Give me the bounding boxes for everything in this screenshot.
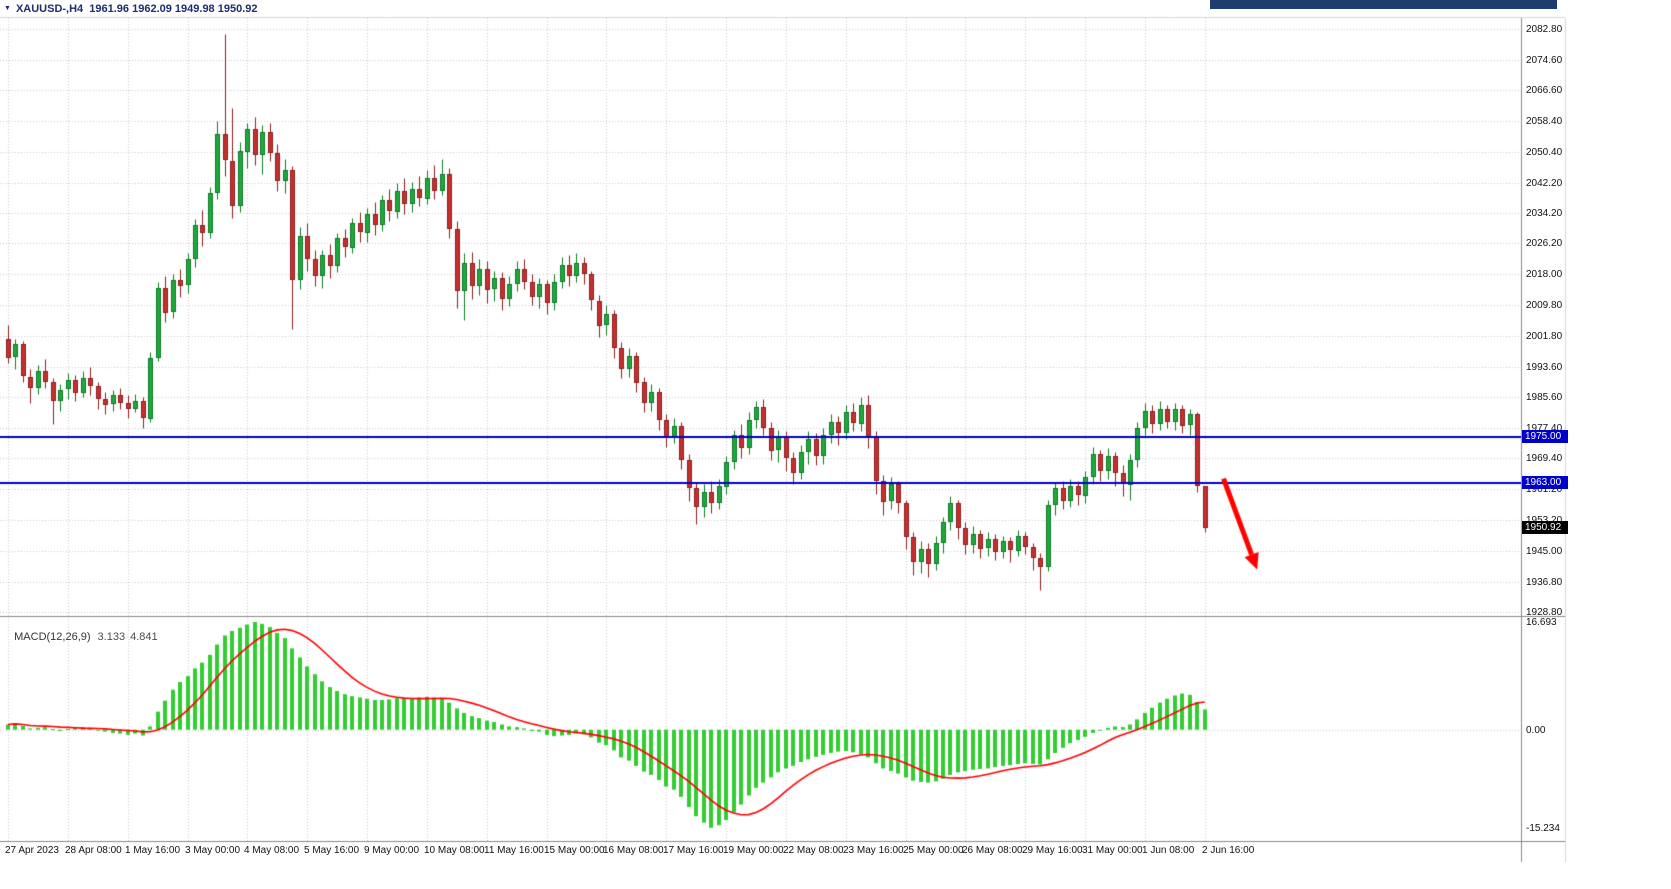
time-axis-label: 11 May 16:00 [484, 845, 544, 856]
price-tick-label: 2066.60 [1526, 85, 1563, 96]
price-tick-label: 2050.40 [1526, 147, 1563, 158]
price-tick-label: 1969.40 [1526, 453, 1563, 464]
time-axis-label: 27 Apr 2023 [5, 845, 59, 856]
price-tick-label: 1945.00 [1526, 546, 1563, 557]
time-axis-label: 17 May 16:00 [663, 845, 724, 856]
price-tick-label: 1985.60 [1526, 392, 1563, 403]
price-tick-label: 1977.40 [1526, 423, 1563, 434]
time-axis-label: 3 May 00:00 [185, 845, 241, 856]
time-axis-label: 10 May 08:00 [424, 845, 485, 856]
macd-name: MACD(12,26,9) [14, 631, 91, 643]
price-tick-label: 2001.80 [1526, 331, 1563, 342]
price-tick-label: 2026.20 [1526, 238, 1563, 249]
price-tick-label: 1928.80 [1526, 607, 1563, 618]
window-title-strip [1210, 0, 1557, 9]
price-tick-label: 2018.00 [1526, 269, 1563, 280]
macd-tick-label: 0.00 [1526, 725, 1546, 736]
time-axis-label: 9 May 00:00 [364, 845, 420, 856]
price-tick-label: 2009.80 [1526, 300, 1563, 311]
price-tick-label: 1993.60 [1526, 362, 1563, 373]
price-tick-label: 1953.20 [1526, 515, 1562, 526]
symbol-dropdown-icon[interactable]: ▼ [4, 5, 11, 12]
time-axis-label: 15 May 00:00 [544, 845, 605, 856]
time-axis-label: 22 May 08:00 [783, 845, 844, 856]
price-tick-label: 2082.80 [1526, 24, 1563, 35]
macd-main-value: 3.133 [97, 631, 126, 643]
time-axis-label: 1 Jun 08:00 [1142, 845, 1195, 856]
time-axis-label: 19 May 00:00 [723, 845, 784, 856]
time-axis-label: 31 May 00:00 [1082, 845, 1143, 856]
quote-bar: ▼ XAUUSD-,H4 1961.96 1962.09 1949.98 195… [4, 3, 258, 15]
macd-indicator-label: MACD(12,26,9) 3.133 4.841 [8, 619, 158, 643]
time-axis-label: 5 May 16:00 [304, 845, 360, 856]
time-axis-label: 28 Apr 08:00 [65, 845, 122, 856]
hline-price-badge-upper: 1975.00 [1522, 430, 1568, 443]
time-axis-label: 1 May 16:00 [125, 845, 181, 856]
macd-tick-label: -15.234 [1526, 823, 1560, 834]
price-tick-label: 1936.80 [1526, 577, 1563, 588]
macd-tick-label: 16.693 [1526, 617, 1557, 628]
price-tick-label: 2034.20 [1526, 208, 1563, 219]
symbol-ohlc-text: XAUUSD-,H4 1961.96 1962.09 1949.98 1950.… [15, 3, 258, 15]
time-axis-label: 2 Jun 16:00 [1202, 845, 1255, 856]
current-price-badge: 1950.92 [1522, 521, 1568, 534]
time-axis-label: 26 May 08:00 [962, 845, 1023, 856]
time-axis-label: 4 May 08:00 [244, 845, 300, 856]
time-axis-label: 25 May 00:00 [903, 845, 964, 856]
price-tick-label: 2074.60 [1526, 55, 1563, 66]
macd-signal-value: 4.841 [130, 631, 158, 643]
time-axis-label: 23 May 16:00 [843, 845, 904, 856]
price-tick-label: 2058.40 [1526, 116, 1563, 127]
time-axis-label: 29 May 16:00 [1022, 845, 1083, 856]
hline-price-badge-lower: 1963.00 [1522, 476, 1568, 489]
price-tick-label: 2042.20 [1526, 178, 1563, 189]
price-tick-label: 1961.20 [1526, 484, 1563, 495]
time-axis-label: 16 May 08:00 [603, 845, 664, 856]
